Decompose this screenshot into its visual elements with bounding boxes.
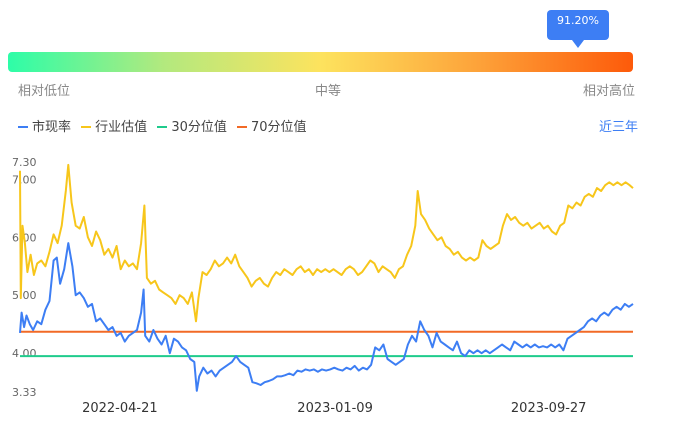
legend-swatch-p70 — [237, 125, 247, 128]
chart-legend: 市现率 行业估值 30分位值 70分位值 — [18, 116, 313, 135]
gauge-low-label: 相对低位 — [18, 84, 71, 99]
legend-label-p70: 70分位值 — [251, 120, 307, 135]
x-tick-label: 2022-04-21 — [82, 401, 158, 416]
legend-swatch-p30 — [157, 125, 168, 128]
legend-item-p30[interactable]: 30分位值 — [157, 116, 227, 135]
percentile-value: 91.20% — [557, 14, 599, 27]
legend-label-p30: 30分位值 — [171, 120, 227, 135]
gauge-high-label: 相对高位 — [583, 84, 636, 99]
legend-item-industry[interactable]: 行业估值 — [81, 116, 147, 135]
legend-item-p70[interactable]: 70分位值 — [237, 116, 307, 135]
legend-item-pcf[interactable]: 市现率 — [18, 116, 71, 135]
legend-swatch-pcf — [18, 125, 28, 128]
x-tick-label: 2023-01-09 — [297, 401, 373, 416]
pcf-series-line — [19, 242, 634, 392]
y-tick-label: 7.30 — [12, 156, 37, 169]
y-tick-label: 3.33 — [12, 386, 37, 399]
percentile-tooltip: 91.20% — [547, 10, 609, 40]
legend-label-pcf: 市现率 — [32, 120, 72, 135]
gauge-mid-label: 中等 — [315, 84, 342, 99]
industry-series-line — [19, 163, 634, 323]
tooltip-pointer-icon — [572, 40, 584, 48]
legend-swatch-industry — [81, 125, 92, 128]
y-tick-label: 5.00 — [12, 289, 37, 302]
legend-label-industry: 行业估值 — [95, 120, 148, 135]
x-tick-label: 2023-09-27 — [511, 401, 587, 416]
y-tick-label: 7.00 — [12, 173, 37, 186]
y-tick-label: 4.00 — [12, 347, 37, 360]
period-selector-link[interactable]: 近三年 — [599, 120, 639, 135]
percentile-gradient-bar — [8, 52, 633, 72]
